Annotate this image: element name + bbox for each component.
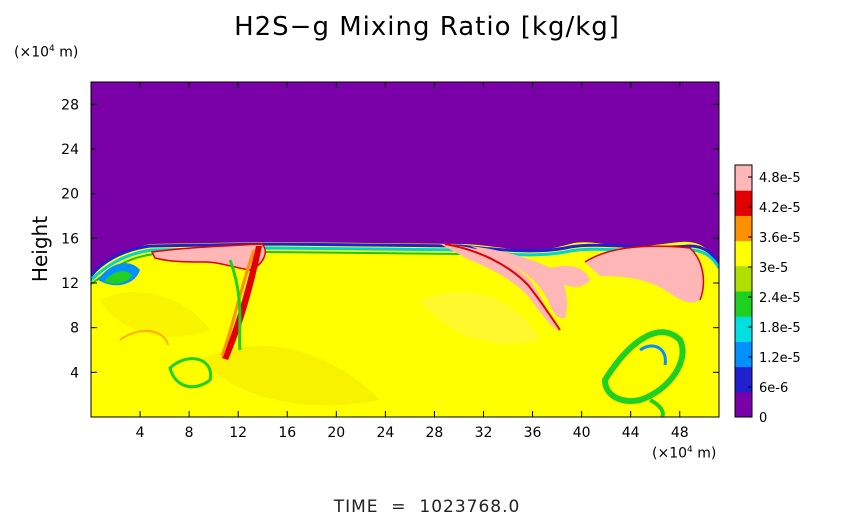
colorbar-segment xyxy=(735,190,752,216)
x-tick-label: 24 xyxy=(376,425,394,441)
x-tick-label: 12 xyxy=(229,425,247,441)
x-unit-label: (×104 m) xyxy=(652,445,717,462)
y-tick-label: 8 xyxy=(70,321,79,337)
colorbar-segment xyxy=(735,391,752,418)
x-tick-label: 32 xyxy=(475,425,493,441)
x-tick-label: 20 xyxy=(327,425,345,441)
colorbar-segment xyxy=(735,316,752,342)
x-tick-label: 28 xyxy=(426,425,444,441)
time-readout: TIME = 1023768.0 xyxy=(0,497,854,517)
colorbar-segment xyxy=(735,341,752,368)
colorbar-label: 2.4e-5 xyxy=(759,291,801,306)
chart-title: H2S−g Mixing Ratio [kg/kg] xyxy=(234,12,620,42)
colorbar-segment xyxy=(735,240,752,267)
y-tick-label: 28 xyxy=(61,97,79,113)
y-tick-label: 20 xyxy=(61,187,79,203)
x-tick-label: 44 xyxy=(622,425,640,441)
x-tick-label: 36 xyxy=(524,425,542,441)
x-tick-label: 8 xyxy=(185,425,194,441)
y-tick-label: 24 xyxy=(61,142,79,158)
y-tick-label: 4 xyxy=(70,365,79,381)
colorbar-frame xyxy=(734,164,753,418)
colorbar-segment xyxy=(735,291,752,317)
plot-frame xyxy=(90,81,720,418)
x-tick-label: 40 xyxy=(573,425,591,441)
time-label: TIME xyxy=(333,497,379,517)
colorbar-segment xyxy=(735,165,752,191)
colorbar: 0 6e-6 1.2e-5 1.8e-5 2.4e-5 3e-5 3.6e-5 4.2e-5 4… xyxy=(734,164,801,426)
colorbar-label: 3e-5 xyxy=(759,261,788,276)
x-tick-label: 48 xyxy=(671,425,689,441)
y-tick-label: 12 xyxy=(61,276,79,292)
colorbar-label: 1.2e-5 xyxy=(759,351,801,366)
heatmap-field xyxy=(91,82,719,417)
time-equals: = xyxy=(384,497,413,517)
colorbar-label: 1.8e-5 xyxy=(759,321,801,336)
colorbar-label: 3.6e-5 xyxy=(759,231,801,246)
x-axis: 4 8 12 16 20 24 28 32 36 40 44 48 xyxy=(136,82,689,441)
y-tick-label: 16 xyxy=(61,231,79,247)
colorbar-label: 4.2e-5 xyxy=(759,201,801,216)
y-unit-label: (×104 m) xyxy=(14,44,79,61)
colorbar-label: 4.8e-5 xyxy=(759,171,801,186)
colorbar-segment xyxy=(735,215,752,242)
colorbar-label: 0 xyxy=(759,411,767,426)
y-axis: 4 8 12 16 20 24 28 xyxy=(61,97,719,381)
x-tick-label: 16 xyxy=(278,425,296,441)
colorbar-segment xyxy=(735,366,752,393)
colorbar-label: 6e-6 xyxy=(759,381,788,396)
colorbar-segment xyxy=(735,265,752,292)
time-value: 1023768.0 xyxy=(419,497,521,517)
x-tick-label: 4 xyxy=(136,425,145,441)
